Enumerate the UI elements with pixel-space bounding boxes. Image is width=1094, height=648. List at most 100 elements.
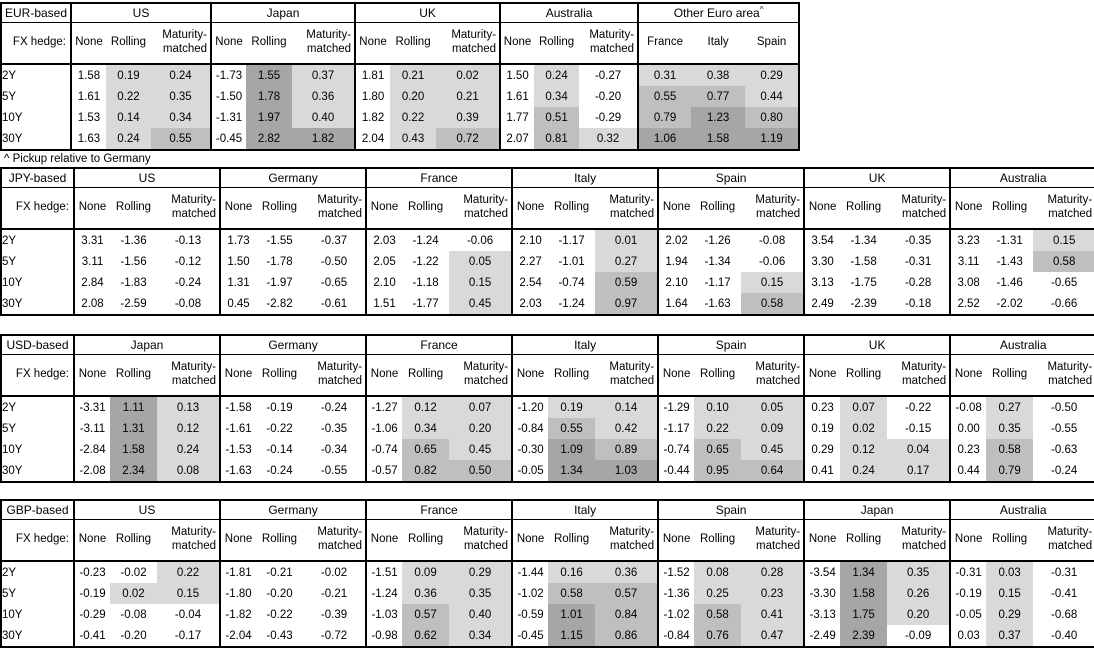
- value-cell: -1.50: [210, 86, 247, 107]
- hedge-col-header: None: [949, 519, 987, 562]
- hedge-header-row: FX hedge: None Rolling Maturity-matched None…: [1, 519, 1094, 562]
- value-cell: -0.24: [320, 401, 348, 414]
- value-cell: -0.18: [905, 297, 932, 310]
- country-name: Italy: [574, 338, 597, 352]
- value-cell: 0.05: [449, 251, 513, 272]
- value-cell: -1.31: [210, 107, 247, 128]
- value-cell: 0.26: [887, 583, 951, 604]
- country-header: France: [365, 500, 513, 520]
- value-cell: 2.03: [511, 293, 549, 315]
- value-cell: 2.10: [365, 272, 403, 293]
- hedge-header-row: FX hedge: None Rolling Maturity-matched None…: [1, 22, 800, 65]
- hedge-col-header: None: [511, 354, 549, 397]
- value-cell: 0.43: [390, 128, 437, 150]
- hedge-col-header: Rolling: [390, 22, 437, 65]
- tenor-label: 5Y: [2, 422, 17, 435]
- value-cell: 1.11: [110, 396, 157, 418]
- value-cell: 0.07: [449, 396, 513, 418]
- tenor-label: 30Y: [2, 297, 23, 310]
- value-cell: 1.09: [548, 439, 596, 460]
- value-cell: -0.14: [266, 443, 293, 456]
- table-jpy-based: JPY-based US Germany France Italy Spain UK Aust…: [0, 167, 1094, 316]
- value-cell: -0.08: [949, 396, 987, 418]
- country-name: Germany: [268, 171, 318, 185]
- value-cell: -1.24: [365, 583, 403, 604]
- value-cell: 0.20: [887, 604, 951, 625]
- tenor-row: 10Y -0.29 -0.08 -0.04 -1.82 -0.22 -0.39 -1.03 0.…: [1, 604, 1094, 625]
- hedge-col-header: Maturity-matched: [303, 354, 367, 397]
- value-cell: 0.62: [402, 625, 450, 647]
- hedge-col-header: Rolling: [986, 354, 1034, 397]
- fx-hedge-label: FX hedge:: [1, 22, 71, 65]
- value-cell: 0.23: [949, 439, 987, 460]
- tenor-row: 10Y -2.84 1.58 0.24 -1.53 -0.14 -0.34 -0.74 0.65…: [1, 439, 1094, 460]
- value-cell: -1.36: [657, 583, 695, 604]
- value-cell: -0.35: [320, 422, 348, 435]
- value-cell: 1.58: [691, 128, 746, 150]
- value-cell: 1.97: [246, 107, 293, 128]
- value-cell: -1.78: [266, 255, 293, 268]
- value-cell: 1.63: [70, 128, 106, 150]
- hedge-col-header: Rolling: [694, 187, 742, 230]
- value-cell: -0.72: [320, 629, 348, 642]
- hedge-col-header: None: [803, 354, 841, 397]
- value-cell: 0.12: [840, 439, 888, 460]
- value-cell: 2.27: [511, 251, 549, 272]
- hedge-col-header: Rolling: [256, 519, 304, 562]
- base-currency-text: EUR-based: [4, 6, 68, 20]
- value-cell: 0.55: [548, 418, 596, 439]
- value-cell: 2.84: [73, 272, 110, 293]
- hedge-col-header: Maturity-matched: [151, 22, 212, 65]
- country-name: Spain: [715, 171, 747, 185]
- value-cell: -0.04: [174, 608, 202, 621]
- tenor-label: 30Y: [2, 464, 23, 477]
- value-cell: 0.20: [449, 418, 513, 439]
- value-cell: -0.65: [320, 276, 348, 289]
- value-cell: 0.40: [449, 604, 513, 625]
- country-header: UK: [803, 168, 951, 188]
- hedge-col-header: None: [219, 187, 257, 230]
- value-cell: -1.56: [120, 255, 147, 268]
- value-cell: -3.54: [803, 561, 841, 583]
- value-cell: 1.75: [840, 604, 888, 625]
- value-cell: 0.47: [741, 625, 805, 647]
- hedge-col-header: Rolling: [402, 519, 450, 562]
- country-header: Japan: [803, 500, 951, 520]
- value-cell: -0.74: [365, 439, 403, 460]
- value-cell: -1.20: [511, 396, 549, 418]
- hedge-col-header: Rolling: [256, 187, 304, 230]
- hedge-col-header: Maturity-matched: [579, 22, 639, 65]
- value-cell: -1.29: [657, 396, 695, 418]
- country-name: Japan: [130, 338, 164, 352]
- tenor-label: 10Y: [2, 276, 23, 289]
- value-cell: 1.55: [246, 64, 293, 86]
- hedge-col-header: None: [657, 187, 695, 230]
- value-cell: -1.80: [219, 583, 257, 604]
- country-header-row: JPY-based US Germany France Italy Spain UK Aust…: [1, 168, 1094, 188]
- value-cell: 0.34: [534, 86, 580, 107]
- value-cell: -0.29: [73, 604, 110, 625]
- value-cell: -0.43: [266, 629, 293, 642]
- table-body: 2Y 3.31 -1.36 -0.13 1.73 -1.55 -0.37 2.03 -1.24 -…: [1, 229, 1094, 315]
- base-currency-text: USD-based: [6, 338, 69, 352]
- country-header: Italy: [511, 335, 659, 355]
- value-cell: -1.24: [412, 234, 439, 247]
- hedge-col-header: Maturity-matched: [292, 22, 356, 65]
- value-cell: -0.84: [511, 418, 549, 439]
- value-cell: -1.17: [704, 276, 731, 289]
- hedge-col-header: Maturity-matched: [449, 187, 513, 230]
- value-cell: 0.34: [449, 625, 513, 647]
- tenor-label: 2Y: [2, 401, 17, 414]
- country-header: Japan: [72, 335, 221, 355]
- value-cell: 0.14: [106, 107, 151, 128]
- value-cell: 0.81: [534, 128, 580, 150]
- value-cell: 0.08: [157, 460, 221, 482]
- hedge-col-header: None: [365, 187, 403, 230]
- value-cell: 0.86: [595, 625, 659, 647]
- value-cell: 1.31: [110, 418, 157, 439]
- value-cell: -0.39: [320, 608, 348, 621]
- value-cell: -0.84: [657, 625, 695, 647]
- hedge-col-header: None: [70, 22, 106, 65]
- table-header: GBP-based US Germany France Italy Spain Japan A…: [1, 500, 1094, 562]
- value-cell: -1.63: [704, 297, 731, 310]
